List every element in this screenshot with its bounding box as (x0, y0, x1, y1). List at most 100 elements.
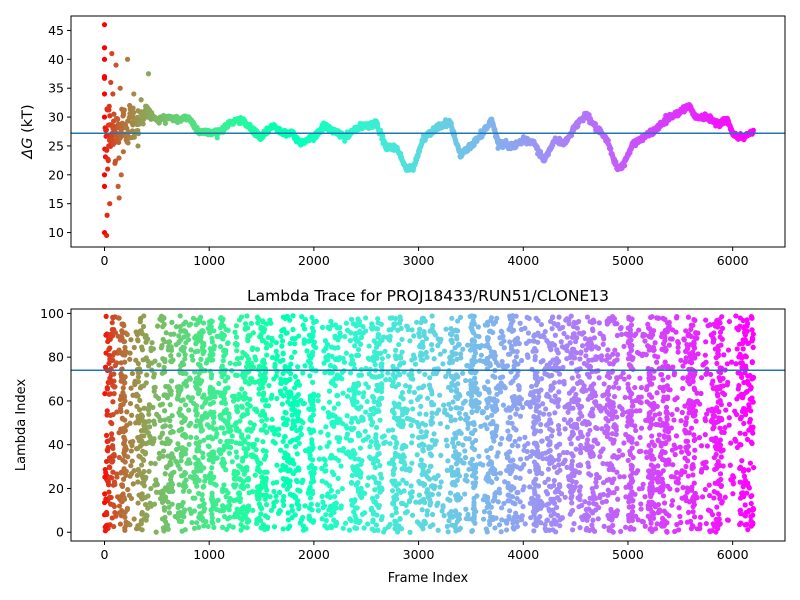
delta-g-point (107, 113, 113, 119)
lambda-point (633, 427, 639, 434)
lambda-point (443, 437, 449, 443)
lambda-point (527, 468, 533, 474)
lambda-point (118, 360, 124, 366)
lambda-point (138, 519, 144, 526)
delta-g-point (103, 232, 110, 239)
lambda-point (735, 386, 741, 392)
lambda-point (169, 428, 175, 434)
lambda-point (145, 358, 151, 364)
lambda-point (407, 466, 413, 472)
lambda-point (688, 425, 695, 431)
lambda-point (340, 525, 346, 531)
lambda-point (637, 375, 643, 381)
lambda-point (497, 441, 503, 447)
lambda-point (135, 479, 141, 485)
lambda-point (342, 333, 348, 340)
lambda-point (120, 476, 127, 482)
lambda-point (112, 509, 118, 516)
lambda-point (597, 454, 603, 460)
lambda-point (319, 516, 325, 522)
delta-g-point (140, 121, 146, 127)
lambda-point (620, 370, 626, 376)
lambda-point (117, 521, 123, 527)
lambda-point (499, 517, 505, 523)
lambda-point (155, 395, 162, 401)
lambda-point (478, 342, 485, 349)
delta-g-point (592, 121, 599, 127)
lambda-point (410, 406, 416, 412)
lambda-point (492, 525, 498, 531)
lambda-point (298, 431, 305, 438)
lambda-point (111, 503, 117, 510)
lambda-point (103, 350, 109, 356)
lambda-point (652, 340, 658, 346)
lambda-point (281, 482, 287, 488)
lambda-point (462, 455, 469, 461)
lambda-point (733, 411, 740, 418)
lambda-point (418, 457, 424, 463)
lambda-point (497, 470, 503, 476)
lambda-point (521, 447, 527, 453)
lambda-point (272, 364, 278, 370)
lambda-point (231, 514, 237, 520)
lambda-point (672, 528, 678, 535)
delta-g-point (116, 195, 122, 201)
lambda-point (363, 315, 369, 321)
lambda-point (112, 363, 118, 369)
delta-g-point (138, 97, 144, 103)
lambda-point (611, 393, 618, 400)
lambda-point (169, 359, 175, 365)
lambda-point (253, 357, 259, 363)
lambda-point (726, 401, 733, 408)
lambda-point (460, 442, 466, 448)
lambda-point (362, 428, 368, 434)
lambda-point (516, 436, 523, 442)
lambda-point (267, 425, 273, 431)
lambda-point (703, 317, 709, 323)
lambda-point (698, 443, 705, 449)
lambda-point (224, 340, 231, 347)
lambda-point (269, 354, 276, 361)
lambda-point (142, 501, 149, 508)
lambda-point (109, 320, 115, 326)
delta-g-point (117, 85, 123, 91)
lambda-point (436, 491, 442, 497)
lambda-point (145, 405, 152, 411)
lambda-point (182, 402, 189, 408)
lambda-point (116, 503, 123, 509)
lambda-point (674, 406, 680, 413)
lambda-point (358, 417, 364, 423)
lambda-point (300, 514, 306, 521)
lambda-point (437, 484, 443, 490)
lambda-point (431, 356, 437, 362)
lambda-point (110, 315, 116, 321)
lambda-point (279, 343, 285, 349)
lambda-point (721, 391, 728, 398)
lambda-point (161, 507, 168, 513)
lambda-point (638, 448, 644, 454)
lambda-point (520, 504, 526, 510)
lambda-point (219, 503, 226, 509)
lambda-point (141, 427, 147, 434)
lambda-point (110, 445, 116, 451)
lambda-point (609, 416, 615, 422)
lambda-point (561, 378, 567, 385)
lambda-point (130, 438, 136, 445)
lambda-point (417, 411, 423, 417)
lambda-point (365, 521, 371, 527)
lambda-point (725, 517, 731, 523)
lambda-point (167, 423, 173, 429)
lambda-point (517, 456, 524, 462)
lambda-point (302, 503, 308, 509)
lambda-point (520, 404, 526, 411)
delta-g-point (101, 114, 108, 120)
lambda-point (699, 494, 706, 500)
lambda-point (408, 483, 414, 489)
lambda-point (137, 316, 144, 322)
lambda-point (135, 379, 142, 385)
lambda-point (295, 392, 301, 398)
lambda-point (677, 444, 683, 450)
lambda-point (381, 440, 387, 446)
lambda-point (725, 379, 731, 385)
lambda-point (274, 395, 280, 402)
